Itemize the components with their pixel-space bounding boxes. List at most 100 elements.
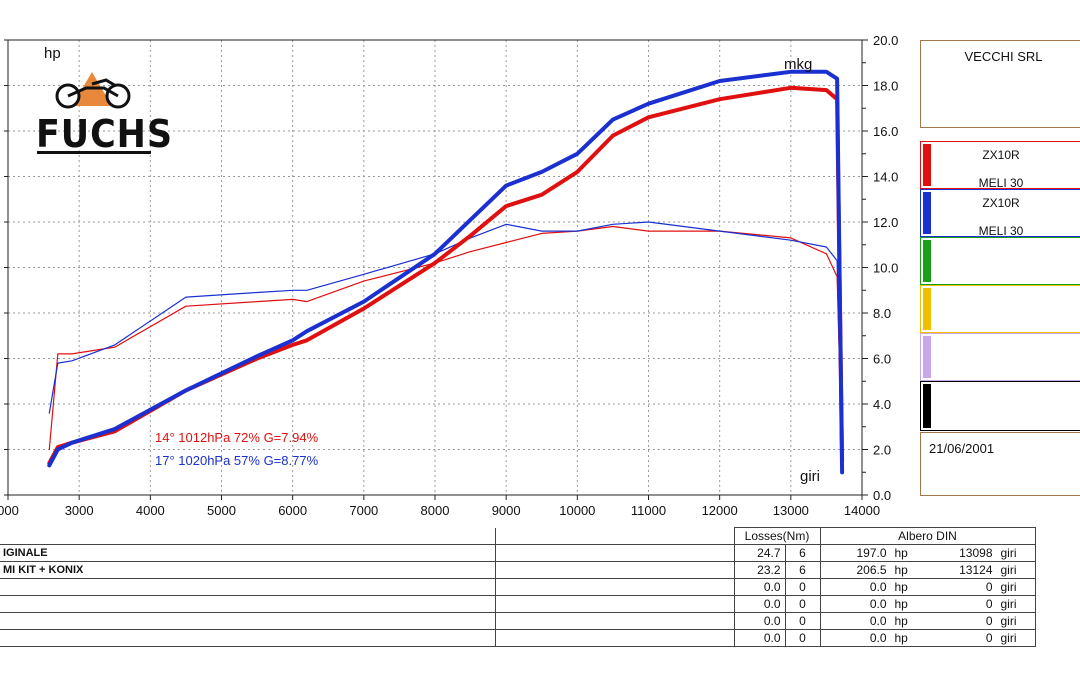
legend-swatch: [923, 384, 931, 428]
row-blank: [494, 578, 735, 596]
row-name: [0, 595, 496, 613]
y-tick-label: 0.0: [873, 488, 891, 503]
grid: [7, 39, 863, 496]
axis-ticks: 000 3000 4000 5000 6000 7000 8000 9000 10000 1100…: [0, 33, 898, 518]
row-loss: 23.2: [733, 561, 786, 579]
row-n: 0: [784, 612, 821, 630]
legend-line1: ZX10R: [982, 148, 1020, 162]
logo-underline: [37, 151, 151, 154]
row-rpm: 13124: [928, 561, 997, 579]
row-unit: hp: [890, 629, 929, 647]
x-tick-label: 8000: [421, 503, 450, 518]
x-tick-label: 10000: [559, 503, 595, 518]
row-rpm-unit: giri: [996, 544, 1036, 562]
header-blank: [495, 527, 735, 545]
row-loss: 0.0: [733, 612, 786, 630]
legend-item-3: [920, 237, 1080, 285]
x-tick-label: 6000: [278, 503, 307, 518]
row-n: 6: [784, 561, 821, 579]
row-unit: hp: [890, 578, 929, 596]
x-tick-label: 4000: [136, 503, 165, 518]
row-rpm: 0: [928, 578, 997, 596]
y-tick-label: 4.0: [873, 397, 891, 412]
row-power: 0.0: [819, 612, 891, 630]
legend-swatch: [923, 144, 931, 186]
series-line-4: [47, 69, 845, 475]
row-power: 0.0: [819, 578, 891, 596]
row-rpm-unit: giri: [996, 595, 1036, 613]
row-n: 6: [784, 544, 821, 562]
row-name: [0, 629, 496, 647]
table-row: 0.0 0 0.0 hp 0 giri: [0, 629, 1036, 647]
fuchs-logo: FUCHS: [36, 112, 173, 156]
row-power: 197.0: [819, 544, 891, 562]
legend-swatch: [923, 240, 931, 282]
table-row: 0.0 0 0.0 hp 0 giri: [0, 595, 1036, 613]
legend-line1: ZX10R: [982, 196, 1020, 210]
row-blank: [494, 629, 735, 647]
legend-line2: MELI 30: [978, 176, 1024, 190]
row-power: 206.5: [819, 561, 891, 579]
giri-axis-label: giri: [800, 468, 820, 485]
legend-item-4: [920, 285, 1080, 333]
row-rpm: 0: [928, 612, 997, 630]
legend-item-6: [920, 381, 1080, 431]
legend-item-2: ZX10R MELI 30: [920, 189, 1080, 238]
losses-header: Losses(Nm): [733, 527, 821, 545]
row-name: IGINALE: [0, 544, 496, 562]
legend-line2: MELI 30: [978, 224, 1024, 238]
legend-swatch: [923, 192, 931, 234]
row-power: 0.0: [819, 629, 891, 647]
row-rpm-unit: giri: [996, 629, 1036, 647]
y-tick-label: 20.0: [873, 33, 898, 48]
row-n: 0: [784, 629, 821, 647]
table-row: 0.0 0 0.0 hp 0 giri: [0, 612, 1036, 630]
legend-item-1: ZX10R MELI 30: [920, 141, 1080, 190]
y-tick-label: 10.0: [873, 261, 898, 276]
row-rpm-unit: giri: [996, 578, 1036, 596]
row-unit: hp: [890, 544, 929, 562]
x-tick-label: 13000: [773, 503, 809, 518]
header-blank: [0, 527, 496, 545]
x-tick-label: 000: [0, 503, 19, 518]
table-header-row: Losses(Nm) Albero DIN: [0, 527, 1036, 545]
series-group: [47, 69, 845, 475]
row-unit: hp: [890, 595, 929, 613]
row-n: 0: [784, 578, 821, 596]
x-tick-label: 14000: [844, 503, 880, 518]
x-tick-label: 3000: [65, 503, 94, 518]
x-tick-label: 12000: [702, 503, 738, 518]
x-tick-label: 9000: [492, 503, 521, 518]
row-loss: 0.0: [733, 629, 786, 647]
mkg-axis-label: mkg: [784, 56, 812, 73]
y-tick-label: 2.0: [873, 443, 891, 458]
series-line-1: [48, 225, 843, 462]
row-rpm-unit: giri: [996, 612, 1036, 630]
row-rpm: 0: [928, 629, 997, 647]
y-tick-label: 18.0: [873, 79, 898, 94]
y-tick-label: 12.0: [873, 215, 898, 230]
legend-swatch: [923, 336, 931, 378]
row-blank: [494, 595, 735, 613]
row-n: 0: [784, 595, 821, 613]
row-blank: [494, 561, 735, 579]
company-box: VECCHI SRL: [920, 40, 1080, 128]
y-tick-label: 14.0: [873, 170, 898, 185]
row-name: [0, 612, 496, 630]
y-tick-label: 16.0: [873, 124, 898, 139]
row-rpm: 0: [928, 595, 997, 613]
results-table: Losses(Nm) Albero DIN IGINALE 24.7 6 197…: [0, 527, 1036, 647]
y-tick-label: 6.0: [873, 352, 891, 367]
dyno-chart: 000 3000 4000 5000 6000 7000 8000 9000 10000 1100…: [0, 33, 898, 518]
date-box: 21/06/2001: [920, 432, 1080, 496]
conditions-red: 14° 1012hPa 72% G=7.94%: [155, 430, 319, 445]
row-unit: hp: [890, 561, 929, 579]
x-tick-label: 5000: [207, 503, 236, 518]
row-loss: 0.0: [733, 578, 786, 596]
row-rpm: 13098: [928, 544, 997, 562]
row-loss: 0.0: [733, 595, 786, 613]
row-name: [0, 578, 496, 596]
hp-axis-label: hp: [44, 45, 61, 62]
table-row: MI KIT + KONIX 23.2 6 206.5 hp 13124 gir…: [0, 561, 1036, 579]
x-tick-label: 11000: [631, 503, 666, 518]
